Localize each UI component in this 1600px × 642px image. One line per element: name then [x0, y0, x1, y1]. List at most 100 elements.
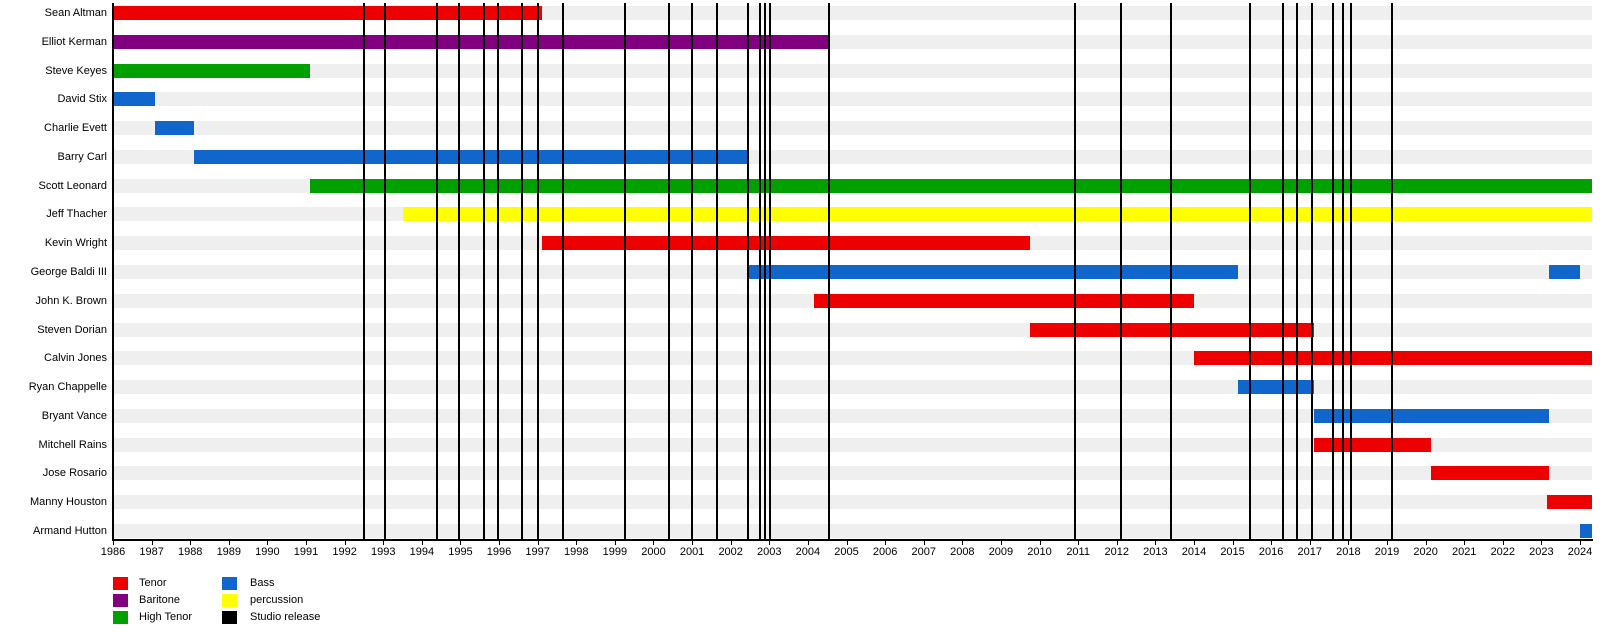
- timeline-bar: [1193, 351, 1592, 366]
- year-tick-label: 1989: [216, 546, 242, 558]
- legend-label: Baritone: [139, 594, 180, 606]
- year-tick-label: 2005: [834, 546, 859, 558]
- year-tick-label: 2006: [872, 546, 898, 558]
- year-tick-label: 2024: [1567, 546, 1593, 558]
- year-tick: [306, 541, 308, 545]
- timeline-bar: [155, 121, 195, 136]
- year-tick: [267, 541, 269, 545]
- year-tick: [460, 541, 462, 545]
- timeline-bar: [813, 293, 1194, 308]
- legend-label: High Tenor: [139, 611, 192, 623]
- year-tick: [614, 541, 616, 545]
- year-tick: [730, 541, 732, 545]
- x-axis-line: [112, 539, 1593, 541]
- year-tick-label: 2017: [1297, 546, 1323, 558]
- studio-release-line: [496, 3, 499, 541]
- timeline-bar: [1549, 265, 1581, 280]
- timeline-bar: [113, 34, 830, 49]
- row-stripe: [113, 380, 1592, 395]
- studio-release-line: [691, 3, 694, 541]
- member-label: Calvin Jones: [44, 352, 107, 365]
- year-tick-label: 2009: [988, 546, 1014, 558]
- year-tick: [1387, 541, 1388, 545]
- year-tick-label: 2008: [950, 546, 975, 558]
- year-tick-label: 2011: [1066, 546, 1090, 558]
- member-label: John K. Brown: [35, 294, 107, 307]
- timeline-bar: [1313, 408, 1550, 423]
- year-tick-label: 1990: [255, 546, 280, 558]
- year-tick: [923, 541, 925, 545]
- year-tick: [1348, 541, 1350, 545]
- row-stripe: [113, 495, 1592, 510]
- year-tick: [1232, 541, 1234, 545]
- member-label: Manny Houston: [29, 496, 107, 509]
- studio-release-line: [457, 3, 460, 541]
- year-tick-label: 1993: [370, 546, 396, 558]
- timeline-bar: [1547, 495, 1592, 510]
- year-tick-label: 1999: [602, 546, 628, 558]
- studio-release-line: [764, 3, 767, 541]
- year-tick: [1116, 541, 1118, 545]
- year-tick: [421, 541, 423, 545]
- studio-release-line: [1074, 3, 1077, 541]
- year-tick-label: 2002: [718, 546, 743, 558]
- year-tick: [576, 541, 578, 545]
- member-label: Elliot Kerman: [41, 35, 107, 48]
- legend-swatch: [113, 594, 128, 607]
- legend-label: Bass: [250, 577, 275, 589]
- studio-release-line: [747, 3, 750, 541]
- year-tick-label: 2012: [1104, 546, 1129, 558]
- studio-release-line: [537, 3, 540, 541]
- year-tick: [1000, 541, 1002, 545]
- year-tick-label: 2019: [1374, 546, 1400, 558]
- year-tick: [1464, 541, 1466, 545]
- year-tick-label: 2000: [641, 546, 666, 558]
- studio-release-line: [1311, 3, 1314, 541]
- year-tick: [846, 541, 848, 545]
- year-tick-label: 2021: [1451, 546, 1477, 558]
- member-label: Ryan Chappelle: [28, 381, 107, 394]
- studio-release-line: [667, 3, 670, 541]
- year-tick-label: 1995: [448, 546, 473, 558]
- studio-release-line: [482, 3, 485, 541]
- year-tick: [1502, 541, 1504, 545]
- timeline-bar: [748, 265, 1239, 280]
- studio-release-line: [828, 3, 831, 541]
- timeline-bar: [194, 149, 749, 164]
- year-tick-label: 2004: [795, 546, 821, 558]
- row-stripe: [113, 92, 1592, 107]
- year-tick-label: 2001: [679, 546, 705, 558]
- year-tick-label: 1998: [564, 546, 589, 558]
- member-label: Sean Altman: [44, 7, 107, 19]
- year-tick: [151, 541, 153, 545]
- studio-release-line: [1342, 3, 1345, 541]
- studio-release-line: [362, 3, 365, 541]
- studio-release-line: [561, 3, 564, 541]
- studio-release-line: [1169, 3, 1172, 541]
- year-tick-label: 2013: [1143, 546, 1168, 558]
- row-stripe: [113, 121, 1592, 136]
- year-tick: [537, 541, 539, 545]
- member-label: Jeff Thacher: [46, 208, 107, 221]
- year-tick-label: 1997: [525, 546, 550, 558]
- year-tick-label: 2022: [1490, 546, 1516, 558]
- legend-swatch: [222, 594, 237, 607]
- member-label: Steve Keyes: [45, 64, 107, 77]
- timeline-bar: [113, 6, 542, 20]
- year-tick: [653, 541, 655, 545]
- year-tick-label: 2020: [1413, 546, 1438, 558]
- year-tick: [228, 541, 230, 545]
- row-stripe: [113, 466, 1592, 481]
- year-tick-label: 2014: [1181, 546, 1207, 558]
- year-tick: [1541, 541, 1543, 545]
- member-label: Scott Leonard: [38, 179, 108, 192]
- timeline-bar: [309, 178, 1592, 193]
- year-tick: [1271, 541, 1273, 545]
- timeline-bar: [1238, 380, 1314, 395]
- member-label: Steven Dorian: [37, 323, 107, 336]
- year-tick-label: 2007: [911, 546, 936, 558]
- year-tick: [807, 541, 809, 545]
- year-tick-label: 2003: [757, 546, 782, 558]
- year-tick: [1078, 541, 1080, 545]
